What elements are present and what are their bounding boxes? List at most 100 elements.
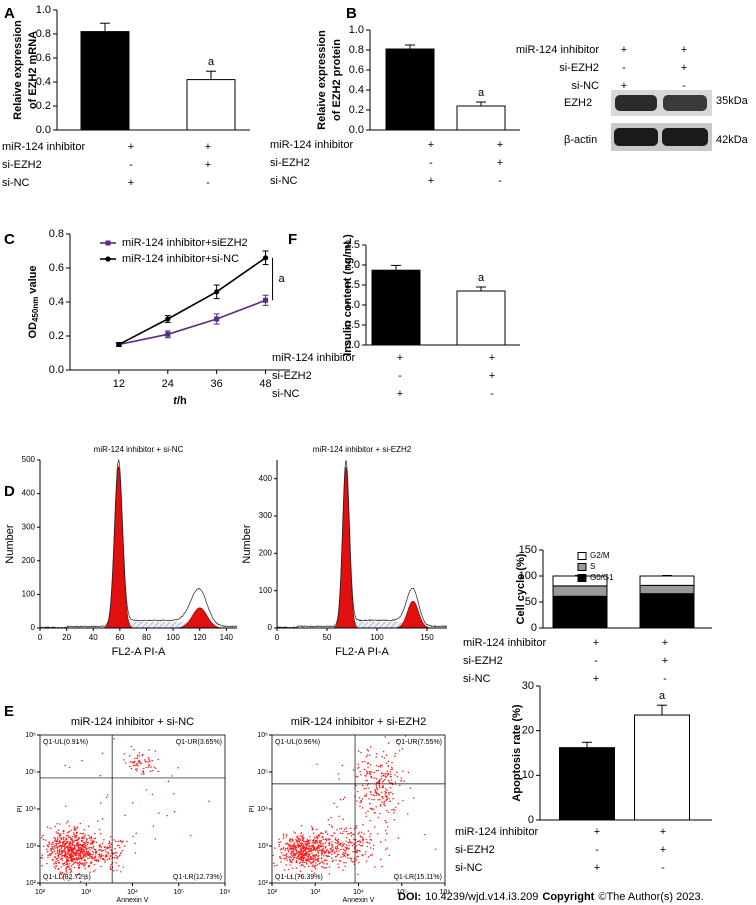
- event-dot: [73, 833, 75, 836]
- y-axis-title: Number: [4, 524, 16, 563]
- event-dot: [76, 850, 79, 852]
- event-dot: [94, 832, 96, 835]
- event-dot: [306, 859, 309, 862]
- event-dot: [87, 834, 89, 837]
- event-dot: [140, 762, 142, 765]
- event-dot: [341, 842, 343, 844]
- event-dot: [349, 857, 351, 859]
- event-dot: [300, 844, 303, 846]
- event-dot: [305, 847, 307, 850]
- event-dot: [122, 840, 124, 842]
- event-dot: [70, 839, 73, 841]
- event-dot: [99, 848, 102, 851]
- band-label: β-actin: [564, 134, 597, 146]
- bar: [371, 269, 421, 346]
- event-dot: [313, 859, 315, 862]
- event-dot: [84, 834, 87, 836]
- marker: [263, 297, 269, 303]
- event-dot: [357, 855, 360, 858]
- event-dot: [302, 859, 305, 861]
- event-dot: [339, 798, 342, 801]
- event-dot: [322, 847, 325, 850]
- event-dot: [362, 842, 364, 844]
- event-dot: [66, 855, 69, 858]
- event-dot: [383, 773, 385, 775]
- event-dot: [80, 858, 83, 861]
- footer-doi-label: DOI:: [398, 891, 421, 903]
- event-dot: [290, 848, 292, 851]
- event-dot: [376, 788, 379, 791]
- event-dot: [384, 736, 386, 738]
- event-dot: [338, 850, 340, 852]
- event-dot: [68, 865, 70, 867]
- distribution-g1: [40, 465, 237, 629]
- event-dot: [307, 839, 310, 842]
- event-dot: [347, 857, 349, 859]
- event-dot: [65, 870, 68, 873]
- event-dot: [59, 839, 61, 842]
- event-dot: [138, 761, 141, 763]
- y-tick-label: 0.4: [49, 296, 64, 308]
- event-dot: [359, 841, 362, 844]
- event-dot: [356, 800, 358, 802]
- event-dot: [351, 841, 353, 844]
- event-dot: [357, 832, 360, 835]
- y-tick-label: 0.0: [345, 339, 360, 351]
- event-dot: [123, 753, 126, 755]
- event-dot: [335, 850, 338, 852]
- event-dot: [167, 780, 170, 783]
- event-dot: [335, 839, 338, 841]
- event-dot: [108, 840, 111, 842]
- event-dot: [106, 796, 108, 799]
- event-dot: [283, 869, 286, 871]
- event-dot: [313, 842, 315, 844]
- event-dot: [330, 816, 332, 819]
- event-dot: [325, 866, 327, 869]
- event-dot: [302, 861, 304, 864]
- event-dot: [300, 832, 302, 834]
- event-dot: [58, 857, 60, 859]
- event-dot: [295, 840, 298, 842]
- event-dot: [69, 871, 72, 874]
- event-dot: [292, 850, 294, 853]
- event-dot: [312, 856, 314, 858]
- band-size: 42kDa: [716, 134, 749, 146]
- event-dot: [77, 837, 79, 840]
- event-dot: [328, 844, 331, 847]
- bar: [639, 584, 695, 595]
- y-tick-label: 0.6: [36, 52, 51, 64]
- x-tick-label: 10⁶: [440, 889, 451, 896]
- event-dot: [82, 864, 85, 866]
- event-dot: [343, 849, 346, 852]
- event-dot: [393, 812, 395, 814]
- event-dot: [81, 857, 84, 860]
- event-dot: [83, 853, 86, 855]
- event-dot: [102, 858, 104, 861]
- x-tick-label: 150: [420, 633, 434, 642]
- quadrant-label: Q1-UL(0.91%): [43, 739, 88, 746]
- event-dot: [377, 793, 379, 795]
- event-dot: [393, 819, 396, 821]
- event-dot: [136, 769, 138, 772]
- event-dot: [91, 857, 93, 860]
- event-dot: [360, 836, 362, 838]
- event-dot: [382, 784, 384, 787]
- event-dot: [107, 852, 110, 855]
- event-dot: [101, 818, 104, 820]
- event-dot: [47, 856, 49, 858]
- event-dot: [59, 841, 61, 844]
- y-tick-label: 20: [522, 725, 534, 737]
- event-dot: [386, 826, 389, 828]
- event-dot: [388, 792, 390, 794]
- event-dot: [376, 765, 378, 767]
- event-dot: [321, 832, 324, 835]
- event-dot: [75, 851, 77, 853]
- y-tick-label: 10³: [258, 843, 269, 850]
- event-dot: [315, 859, 317, 861]
- condition-mark: +: [489, 370, 495, 382]
- event-dot: [46, 848, 48, 851]
- y-tick-label: 1.5: [345, 279, 360, 291]
- event-dot: [147, 761, 149, 763]
- condition-mark: +: [681, 44, 687, 56]
- event-dot: [302, 834, 304, 836]
